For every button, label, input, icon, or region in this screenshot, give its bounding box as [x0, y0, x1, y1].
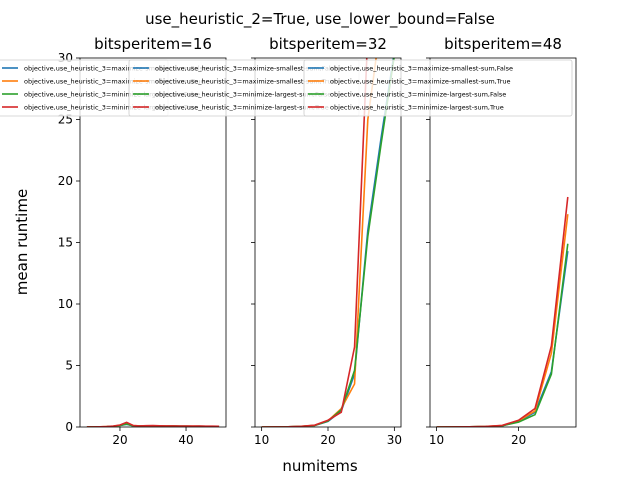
legend-3: objective,use_heuristic_3=maximize-small… — [303, 59, 573, 117]
figure-xlabel: numitems — [282, 457, 358, 475]
y-tick-label: 15 — [58, 236, 73, 250]
legend-entry: objective,use_heuristic_3=minimize-large… — [155, 104, 329, 112]
y-tick-label: 10 — [58, 297, 73, 311]
x-tick-label: 40 — [178, 433, 193, 447]
x-tick-label: 20 — [112, 433, 127, 447]
x-tick-label: 10 — [254, 433, 269, 447]
subplot-title: bitsperitem=32 — [269, 35, 387, 53]
x-tick-label: 10 — [429, 433, 444, 447]
legend-2: objective,use_heuristic_3=maximize-small… — [128, 59, 360, 117]
y-tick-label: 5 — [65, 359, 73, 373]
y-tick-label: 0 — [65, 420, 73, 434]
y-tick-label: 20 — [58, 174, 73, 188]
legend-entry: objective,use_heuristic_3=minimize-large… — [24, 104, 198, 112]
x-tick-label: 30 — [387, 433, 402, 447]
legend-entry: objective,use_heuristic_3=maximize-small… — [24, 78, 205, 86]
series-lines — [86, 421, 220, 427]
subplot-2: bitsperitem=32 10 20 30 — [251, 35, 402, 447]
legend-box — [303, 59, 573, 117]
legend-entry: objective,use_heuristic_3=minimize-large… — [24, 91, 200, 99]
subplot-title: bitsperitem=48 — [444, 35, 562, 53]
legend-entry: objective,use_heuristic_3=maximize-small… — [330, 78, 511, 86]
legend-entry: objective,use_heuristic_3=minimize-large… — [330, 91, 506, 99]
figure-suptitle: use_heuristic_2=True, use_lower_bound=Fa… — [145, 10, 495, 29]
legend-entry: objective,use_heuristic_3=minimize-large… — [330, 104, 504, 112]
legend-entry: objective,use_heuristic_3=maximize-small… — [155, 78, 336, 86]
series-line-4 — [86, 421, 220, 427]
legend-entry: objective,use_heuristic_3=maximize-small… — [24, 65, 207, 73]
subplot-title: bitsperitem=16 — [94, 35, 212, 53]
x-tick-label: 20 — [511, 433, 526, 447]
x-tick-label: 20 — [320, 433, 335, 447]
legend-entry: objective,use_heuristic_3=maximize-small… — [330, 65, 513, 73]
subplot-3: bitsperitem=48 10 20 — [426, 35, 577, 447]
figure-ylabel: mean runtime — [13, 189, 31, 295]
legend-entry: objective,use_heuristic_3=minimize-large… — [155, 91, 331, 99]
legend-entry: objective,use_heuristic_3=maximize-small… — [155, 65, 338, 73]
